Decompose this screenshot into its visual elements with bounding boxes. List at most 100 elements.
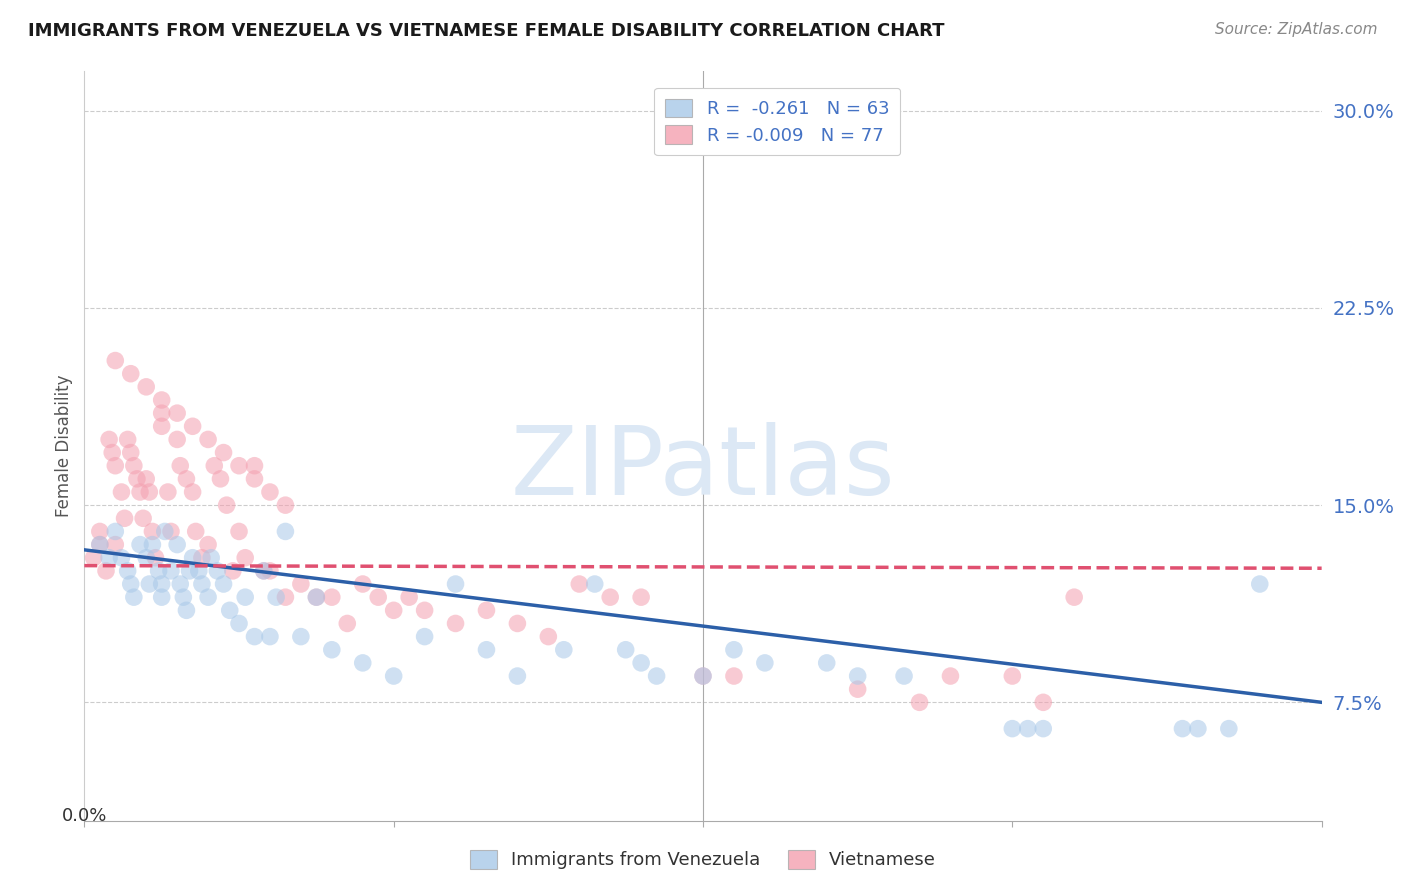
Point bbox=[243, 630, 266, 644]
Point bbox=[1001, 669, 1024, 683]
Point bbox=[264, 590, 287, 604]
Point bbox=[305, 590, 328, 604]
Point bbox=[723, 669, 745, 683]
Point bbox=[444, 577, 467, 591]
Point bbox=[228, 524, 250, 539]
Point bbox=[117, 564, 139, 578]
Point bbox=[207, 564, 229, 578]
Text: Source: ZipAtlas.com: Source: ZipAtlas.com bbox=[1215, 22, 1378, 37]
Point bbox=[98, 550, 121, 565]
Point bbox=[413, 603, 436, 617]
Point bbox=[475, 603, 498, 617]
Point bbox=[599, 590, 621, 604]
Point bbox=[475, 642, 498, 657]
Point bbox=[181, 485, 204, 500]
Point bbox=[352, 656, 374, 670]
Text: 0.0%: 0.0% bbox=[62, 807, 107, 825]
Point bbox=[120, 367, 142, 381]
Point bbox=[122, 458, 145, 473]
Point bbox=[197, 538, 219, 552]
Point bbox=[692, 669, 714, 683]
Point bbox=[104, 353, 127, 368]
Point bbox=[506, 616, 529, 631]
Point bbox=[145, 550, 167, 565]
Point bbox=[150, 419, 173, 434]
Point bbox=[110, 485, 132, 500]
Point bbox=[228, 458, 250, 473]
Point bbox=[156, 485, 179, 500]
Point bbox=[243, 472, 266, 486]
Point bbox=[104, 538, 127, 552]
Point bbox=[181, 550, 204, 565]
Point bbox=[321, 642, 343, 657]
Point bbox=[290, 630, 312, 644]
Point bbox=[209, 472, 232, 486]
Point bbox=[129, 538, 152, 552]
Point bbox=[181, 419, 204, 434]
Point bbox=[215, 498, 238, 512]
Point bbox=[630, 590, 652, 604]
Point bbox=[1218, 722, 1240, 736]
Point bbox=[444, 616, 467, 631]
Point bbox=[1017, 722, 1039, 736]
Point bbox=[135, 472, 157, 486]
Point bbox=[160, 524, 183, 539]
Point bbox=[614, 642, 637, 657]
Point bbox=[166, 538, 188, 552]
Point bbox=[259, 564, 281, 578]
Point bbox=[583, 577, 606, 591]
Point bbox=[104, 458, 127, 473]
Point bbox=[212, 445, 235, 459]
Point bbox=[1032, 722, 1054, 736]
Point bbox=[150, 577, 173, 591]
Text: IMMIGRANTS FROM VENEZUELA VS VIETNAMESE FEMALE DISABILITY CORRELATION CHART: IMMIGRANTS FROM VENEZUELA VS VIETNAMESE … bbox=[28, 22, 945, 40]
Point bbox=[893, 669, 915, 683]
Point bbox=[1032, 695, 1054, 709]
Point bbox=[187, 564, 209, 578]
Point bbox=[166, 406, 188, 420]
Point bbox=[253, 564, 276, 578]
Point bbox=[253, 564, 276, 578]
Point bbox=[176, 472, 198, 486]
Point bbox=[218, 603, 240, 617]
Point bbox=[846, 669, 869, 683]
Point bbox=[117, 433, 139, 447]
Point bbox=[132, 511, 155, 525]
Point bbox=[148, 564, 170, 578]
Point bbox=[138, 577, 160, 591]
Point bbox=[352, 577, 374, 591]
Point bbox=[184, 524, 207, 539]
Point bbox=[212, 577, 235, 591]
Point bbox=[169, 577, 191, 591]
Point bbox=[908, 695, 931, 709]
Point bbox=[222, 564, 245, 578]
Point bbox=[197, 433, 219, 447]
Point bbox=[382, 669, 405, 683]
Point bbox=[645, 669, 668, 683]
Point bbox=[321, 590, 343, 604]
Point bbox=[846, 682, 869, 697]
Point bbox=[179, 564, 201, 578]
Point bbox=[506, 669, 529, 683]
Point bbox=[135, 380, 157, 394]
Point bbox=[228, 616, 250, 631]
Point bbox=[259, 485, 281, 500]
Point bbox=[110, 550, 132, 565]
Point bbox=[191, 550, 214, 565]
Point bbox=[89, 538, 111, 552]
Point bbox=[138, 485, 160, 500]
Point bbox=[202, 458, 225, 473]
Point bbox=[1187, 722, 1209, 736]
Point bbox=[120, 445, 142, 459]
Point bbox=[120, 577, 142, 591]
Point bbox=[89, 538, 111, 552]
Y-axis label: Female Disability: Female Disability bbox=[55, 375, 73, 517]
Point bbox=[89, 524, 111, 539]
Point bbox=[233, 550, 256, 565]
Point bbox=[104, 524, 127, 539]
Point bbox=[125, 472, 148, 486]
Point bbox=[815, 656, 838, 670]
Point bbox=[150, 590, 173, 604]
Point bbox=[553, 642, 575, 657]
Point bbox=[160, 564, 183, 578]
